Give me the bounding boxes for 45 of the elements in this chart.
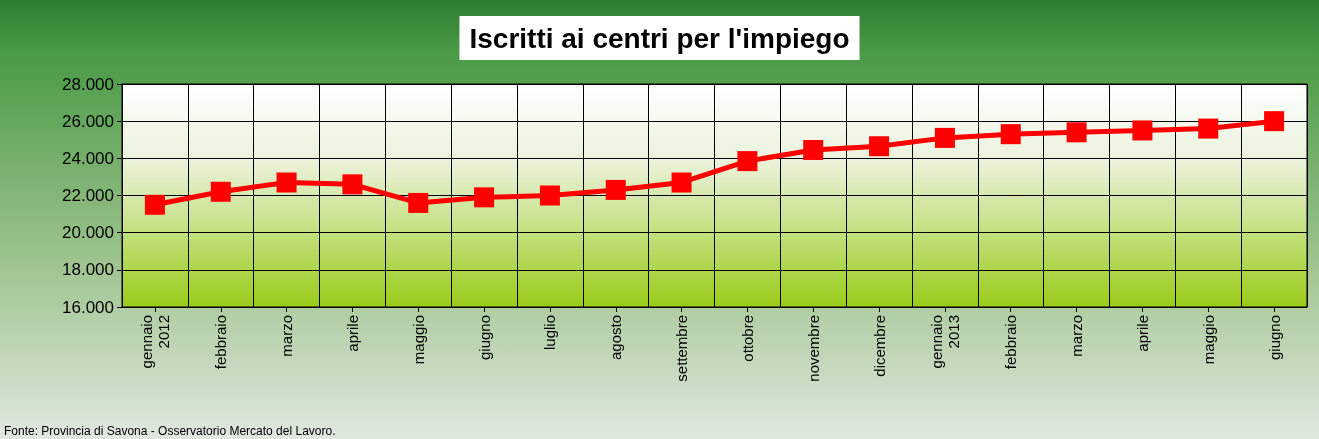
x-tick-label: marzo bbox=[278, 315, 296, 357]
point bbox=[342, 174, 363, 195]
point bbox=[210, 181, 231, 202]
x-tick-label: ottobre bbox=[738, 315, 756, 362]
y-tick-label: 26.000 bbox=[62, 111, 114, 131]
y-tick-label: 18.000 bbox=[62, 260, 114, 280]
point bbox=[869, 136, 890, 157]
point bbox=[539, 185, 560, 206]
y-tick-label: 22.000 bbox=[62, 186, 114, 205]
x-tick-label: maggio bbox=[409, 315, 427, 365]
y-tick-label: 20.000 bbox=[62, 223, 114, 243]
point bbox=[408, 192, 429, 213]
point bbox=[474, 187, 495, 208]
y-tick-label: 16.000 bbox=[62, 297, 114, 317]
x-tick-label: febbraio bbox=[212, 315, 230, 370]
x-tick-label: aprile bbox=[343, 315, 361, 352]
x-tick-label: luglio bbox=[541, 315, 559, 351]
point bbox=[737, 151, 758, 172]
point bbox=[605, 179, 626, 200]
point bbox=[671, 172, 692, 193]
point bbox=[1264, 111, 1285, 132]
chart-title: Iscritti ai centri per l'impiego bbox=[469, 22, 850, 54]
point bbox=[144, 194, 165, 215]
point bbox=[934, 127, 955, 148]
x-tick-label: agosto bbox=[607, 315, 625, 361]
x-tick-label: novembre bbox=[804, 315, 822, 382]
source-note: Fonte: Provincia di Savona - Osservatorio Mercato del Lavoro. bbox=[4, 424, 336, 438]
y-tick-label: 24.000 bbox=[62, 148, 114, 168]
point bbox=[1132, 120, 1153, 141]
point bbox=[803, 139, 824, 160]
x-tick-label: marzo bbox=[1068, 315, 1086, 357]
point bbox=[1000, 124, 1021, 145]
x-tick-label: gennaio 2013 bbox=[927, 315, 962, 369]
point bbox=[276, 172, 297, 193]
point bbox=[1066, 122, 1087, 143]
x-tick-label: dicembre bbox=[870, 315, 888, 377]
x-tick-label: maggio bbox=[1199, 315, 1217, 365]
x-tick-label: aprile bbox=[1133, 315, 1151, 352]
x-tick-label: giugno bbox=[1265, 315, 1283, 361]
x-tick-label: settembre bbox=[673, 315, 691, 382]
y-tick-label: 28.000 bbox=[62, 74, 114, 94]
x-tick-label: febbraio bbox=[1002, 315, 1020, 370]
x-tick-label: gennaio 2012 bbox=[137, 315, 172, 369]
x-tick-label: giugno bbox=[475, 315, 493, 361]
point bbox=[1198, 118, 1219, 139]
